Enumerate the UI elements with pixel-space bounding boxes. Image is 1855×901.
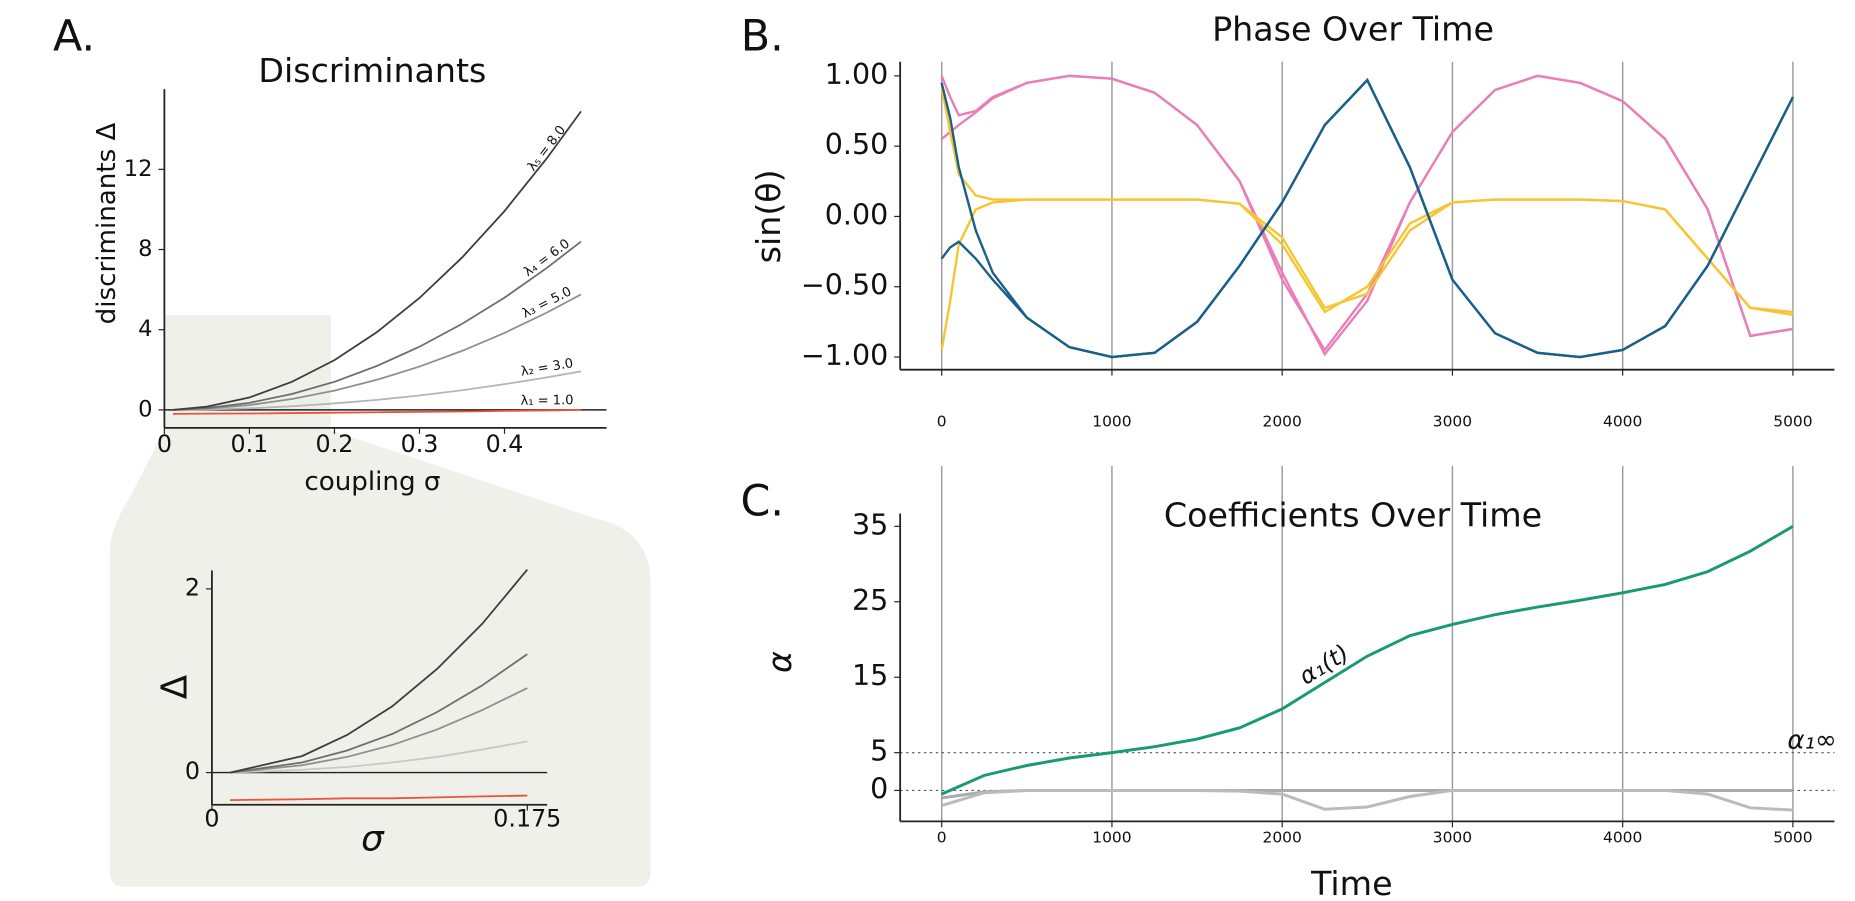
x-tick-label: 2000	[1263, 829, 1302, 847]
y-tick-label: 4	[138, 316, 152, 342]
x-tick-label: 4000	[1603, 412, 1642, 430]
panel-label: C.	[741, 476, 784, 526]
x-tick-label: 2000	[1263, 412, 1302, 430]
y-tick-label: 0	[185, 757, 200, 785]
chart-title: Coefficients Over Time	[1164, 496, 1542, 535]
x-tick-label: 3000	[1433, 829, 1472, 847]
y-tick-label: 0.00	[825, 198, 889, 231]
panel-label: A.	[53, 12, 95, 62]
series-line	[941, 788, 1794, 812]
series-line	[940, 78, 1795, 359]
reference-label: α₁∞	[1787, 725, 1836, 755]
chart-title: Phase Over Time	[1212, 9, 1494, 48]
y-axis-label: discriminants Δ	[92, 122, 122, 324]
y-axis-label: α	[760, 651, 799, 673]
x-tick-label: 0.3	[401, 430, 439, 458]
series-line	[229, 687, 528, 774]
series-label: λ₅ = 8.0	[525, 123, 569, 174]
series-label: λ₁ = 1.0	[520, 393, 573, 409]
y-tick-label: 1.00	[825, 58, 889, 91]
x-tick-label: 1000	[1092, 829, 1131, 847]
series-line	[172, 110, 582, 411]
x-axis-label: coupling σ	[304, 467, 440, 497]
y-tick-label: 12	[124, 156, 153, 182]
x-tick-label: 0	[937, 412, 947, 430]
series-line	[941, 525, 1794, 796]
y-axis-label: Δ	[154, 674, 195, 699]
x-axis-label: Time	[1310, 864, 1392, 901]
chart-title: Discriminants	[258, 51, 486, 90]
x-tick-label: 0	[157, 430, 172, 458]
series-line	[172, 293, 582, 411]
series-line	[172, 240, 582, 411]
y-tick-label: −1.00	[801, 339, 888, 372]
series-line	[172, 370, 582, 411]
x-tick-label: 0	[204, 805, 219, 833]
y-tick-label: 0.50	[825, 128, 889, 161]
series-line	[940, 86, 1794, 317]
y-axis-label: sin(θ)	[749, 169, 788, 263]
x-tick-label: 0.1	[231, 430, 269, 458]
y-tick-label: 0	[138, 396, 152, 422]
x-axis-label: σ	[361, 818, 385, 859]
x-tick-label: 0.4	[486, 430, 524, 458]
y-tick-label: −0.50	[801, 269, 888, 302]
x-tick-label: 0.2	[316, 430, 354, 458]
series-line	[940, 78, 1795, 359]
y-tick-label: 8	[138, 236, 152, 262]
series-line	[229, 740, 528, 774]
y-tick-label: 2	[185, 573, 200, 601]
y-tick-label: 35	[852, 508, 888, 541]
y-tick-label: 15	[852, 659, 888, 692]
series-label: λ₄ = 6.0	[521, 237, 573, 280]
x-tick-label: 0	[937, 829, 947, 847]
x-tick-label: 0.175	[493, 805, 561, 833]
series-line	[229, 794, 528, 801]
y-tick-label: 25	[852, 584, 888, 617]
series-line	[940, 74, 1794, 357]
series-label: λ₂ = 3.0	[520, 356, 575, 380]
y-tick-label: 0	[870, 772, 888, 805]
x-tick-label: 5000	[1773, 412, 1812, 430]
x-tick-label: 5000	[1773, 829, 1812, 847]
series-line	[229, 569, 528, 774]
series-line	[229, 653, 528, 774]
series-line	[940, 198, 1794, 351]
series-line	[172, 408, 582, 415]
x-tick-label: 3000	[1433, 412, 1472, 430]
series-line	[940, 74, 1794, 353]
x-tick-label: 4000	[1603, 829, 1642, 847]
panel-label: B.	[741, 12, 784, 62]
y-tick-label: 5	[870, 735, 888, 768]
x-tick-label: 1000	[1092, 412, 1131, 430]
